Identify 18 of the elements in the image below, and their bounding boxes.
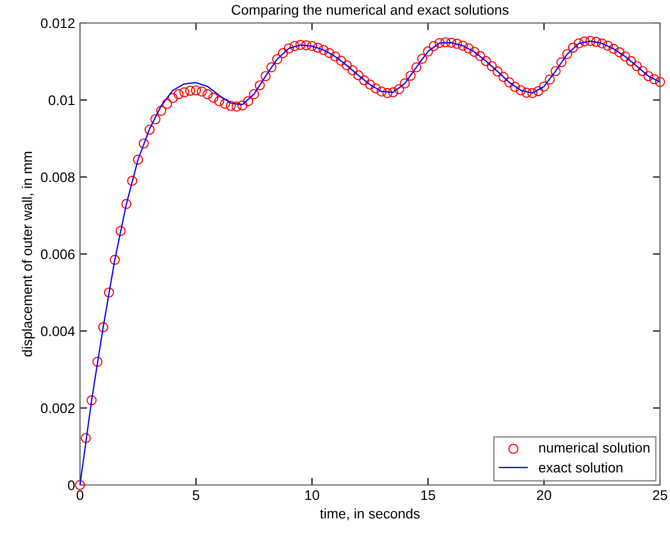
y-tick-label: 0.012	[40, 18, 74, 28]
x-tick-label: 15	[421, 490, 436, 500]
chart-title: Comparing the numerical and exact solutions	[232, 4, 508, 18]
y-tick-label: 0.008	[40, 172, 75, 182]
x-axis-title: time, in seconds	[320, 508, 420, 520]
y-tick-label: 0.002	[40, 403, 74, 414]
y-tick-label: 0	[68, 480, 75, 490]
x-tick-label: 5	[192, 490, 200, 500]
y-axis-title: displacement of outer wall, in mm	[22, 152, 35, 356]
x-tick-label: 25	[652, 490, 668, 500]
legend-label: numerical solution	[539, 442, 650, 453]
x-tick-label: 0	[76, 490, 84, 500]
x-tick-label: 10	[305, 490, 320, 500]
y-tick-label: 0.004	[40, 326, 75, 336]
x-tick-label: 20	[536, 490, 552, 500]
y-tick-label: 0.01	[48, 95, 74, 106]
y-tick-label: 0.006	[40, 249, 75, 260]
legend-label: exact solution	[538, 462, 622, 473]
